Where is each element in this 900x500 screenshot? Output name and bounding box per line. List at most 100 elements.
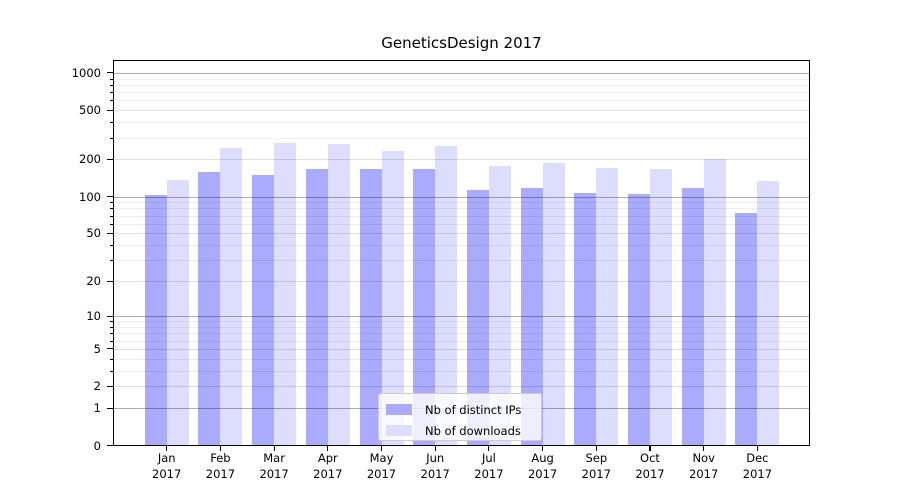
gridline-5 — [113, 348, 810, 350]
gridline-9 — [113, 321, 810, 323]
y-minor-tick-40 — [109, 245, 113, 247]
y-tick-200 — [106, 158, 113, 161]
y-tick-label-10: 10 — [86, 309, 101, 324]
x-tick-apr — [327, 445, 329, 451]
bar-nb-of-distinct-ips-aug — [520, 187, 543, 446]
legend-label-nb-of-distinct-ips: Nb of distinct IPs — [425, 402, 522, 417]
x-label-month: Jul — [481, 451, 496, 465]
gridline-600 — [113, 100, 810, 102]
bar-nb-of-distinct-ips-feb — [198, 172, 221, 446]
y-tick-1000 — [106, 72, 113, 74]
bar-nb-of-distinct-ips-jan — [144, 194, 167, 446]
gridline-70 — [113, 215, 810, 217]
x-tick-label-sep: Sep 2017 — [566, 451, 626, 482]
x-label-year: 2017 — [635, 466, 665, 481]
bar-nb-of-downloads-dec — [757, 181, 780, 446]
legend-item-nb-of-downloads: Nb of downloads — [386, 420, 534, 441]
gridline-700 — [113, 92, 810, 94]
y-minor-tick-300 — [109, 137, 113, 139]
y-tick-label-0: 0 — [93, 438, 101, 453]
gridline-20 — [113, 281, 810, 283]
x-tick-label-dec: Dec 2017 — [727, 451, 787, 482]
x-tick-mar — [273, 445, 275, 451]
y-tick-label-1000: 1000 — [71, 65, 101, 80]
y-tick-1 — [106, 407, 113, 409]
gridline-800 — [113, 84, 810, 86]
y-minor-tick-60 — [109, 223, 113, 225]
x-tick-jun — [434, 445, 436, 451]
legend-item-nb-of-distinct-ips: Nb of distinct IPs — [386, 399, 534, 420]
x-label-month: Jan — [157, 451, 176, 465]
legend-swatch-nb-of-downloads — [386, 425, 412, 436]
x-label-year: 2017 — [689, 466, 719, 481]
bar-nb-of-distinct-ips-apr — [305, 168, 328, 446]
x-tick-label-aug: Aug 2017 — [513, 451, 573, 482]
x-label-month: Sep — [585, 451, 608, 465]
plot-area — [113, 60, 810, 446]
x-tick-label-oct: Oct 2017 — [620, 451, 680, 482]
gridline-100 — [113, 196, 810, 198]
y-tick-label-500: 500 — [79, 103, 101, 118]
bar-nb-of-downloads-feb — [220, 148, 243, 446]
x-label-year: 2017 — [581, 466, 611, 481]
y-tick-500 — [106, 109, 113, 111]
bar-nb-of-distinct-ips-nov — [681, 188, 704, 446]
y-minor-tick-600 — [109, 100, 113, 102]
y-tick-0 — [106, 444, 113, 447]
y-tick-label-2: 2 — [93, 379, 101, 394]
bar-nb-of-distinct-ips-jun — [413, 168, 436, 446]
x-tick-aug — [542, 445, 544, 451]
gridline-7 — [113, 333, 810, 335]
y-minor-tick-90 — [109, 202, 113, 204]
bar-nb-of-downloads-jul — [488, 166, 511, 446]
x-tick-oct — [649, 445, 651, 451]
y-tick-label-100: 100 — [79, 189, 101, 204]
x-label-year: 2017 — [152, 466, 182, 481]
gridline-80 — [113, 208, 810, 210]
x-tick-label-nov: Nov 2017 — [674, 451, 734, 482]
x-label-month: Nov — [692, 451, 715, 465]
x-tick-may — [380, 445, 383, 451]
y-tick-100 — [106, 195, 113, 198]
y-tick-label-1: 1 — [93, 401, 101, 416]
gridline-2 — [113, 386, 810, 388]
x-tick-sep — [595, 445, 597, 451]
y-tick-10 — [106, 315, 113, 317]
x-tick-feb — [219, 445, 221, 451]
y-minor-tick-9 — [109, 321, 113, 323]
legend-swatch-nb-of-distinct-ips — [386, 404, 412, 415]
x-tick-label-mar: Mar 2017 — [244, 451, 304, 482]
y-minor-tick-80 — [109, 208, 113, 210]
x-label-month: Dec — [746, 451, 769, 465]
gridline-6 — [113, 340, 810, 342]
y-tick-label-5: 5 — [93, 341, 101, 356]
gridline-8 — [113, 326, 810, 328]
gridline-90 — [113, 202, 810, 204]
x-tick-label-may: May 2017 — [352, 451, 412, 482]
x-label-year: 2017 — [313, 466, 343, 481]
y-minor-tick-800 — [109, 84, 113, 86]
bar-nb-of-downloads-oct — [650, 168, 672, 446]
gridline-3 — [113, 370, 810, 372]
gridline-500 — [113, 110, 810, 112]
gridline-900 — [113, 78, 810, 80]
x-label-month: Mar — [263, 451, 285, 465]
bar-nb-of-downloads-aug — [542, 163, 565, 446]
gridline-30 — [113, 260, 810, 262]
gridline-300 — [113, 137, 810, 139]
x-label-month: Jun — [426, 451, 445, 465]
bar-nb-of-downloads-mar — [274, 142, 297, 446]
bar-nb-of-downloads-apr — [327, 143, 350, 446]
x-tick-label-jan: Jan 2017 — [137, 451, 197, 482]
legend: Nb of distinct IPs Nb of downloads — [378, 393, 542, 441]
y-minor-tick-70 — [109, 215, 113, 217]
x-label-month: Apr — [317, 451, 338, 465]
y-minor-tick-6 — [109, 340, 113, 342]
gridline-4 — [113, 358, 810, 360]
y-minor-tick-7 — [109, 333, 113, 335]
bar-nb-of-distinct-ips-dec — [735, 212, 758, 446]
y-tick-label-20: 20 — [86, 274, 101, 289]
x-label-year: 2017 — [474, 466, 504, 481]
bars-layer — [113, 60, 810, 446]
